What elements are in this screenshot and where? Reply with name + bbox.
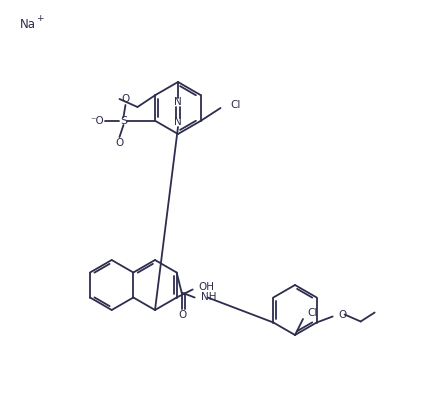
Text: O: O: [338, 310, 347, 320]
Text: +: +: [36, 14, 43, 23]
Text: O: O: [122, 94, 130, 104]
Text: S: S: [120, 116, 127, 126]
Text: NH: NH: [200, 292, 216, 303]
Text: N: N: [174, 117, 182, 127]
Text: Na: Na: [20, 18, 36, 31]
Text: Cl: Cl: [230, 100, 241, 110]
Text: ⁻O: ⁻O: [91, 116, 104, 126]
Text: O: O: [179, 310, 187, 320]
Text: O: O: [115, 138, 124, 148]
Text: N: N: [174, 97, 182, 107]
Text: Cl: Cl: [307, 308, 317, 318]
Text: OH: OH: [199, 281, 215, 292]
